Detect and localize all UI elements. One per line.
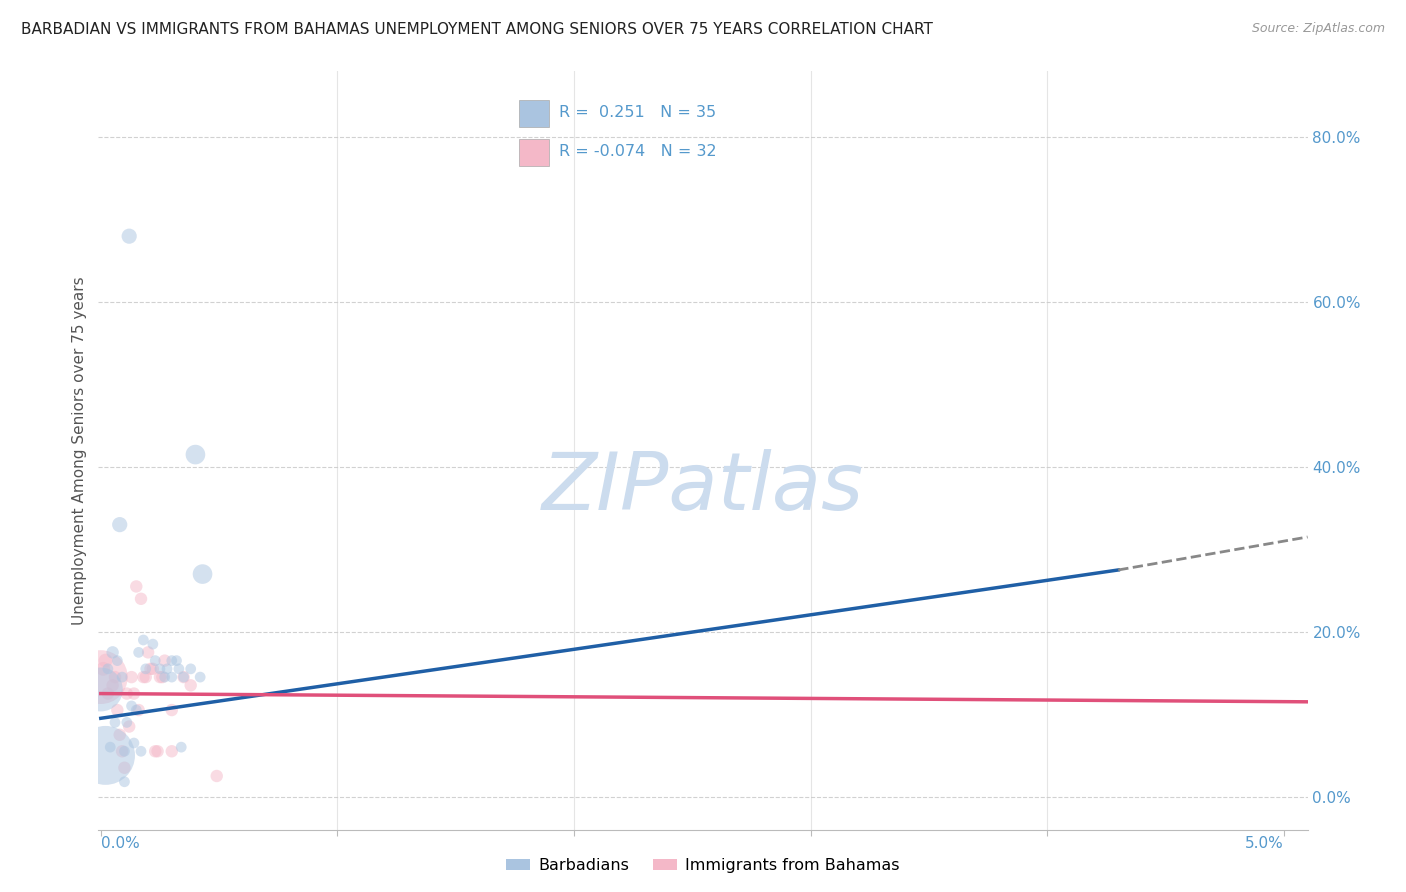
Point <box>167 662 190 676</box>
Point <box>139 662 162 676</box>
Text: Source: ZipAtlas.com: Source: ZipAtlas.com <box>1251 22 1385 36</box>
Point <box>143 744 166 758</box>
Point <box>173 670 195 684</box>
Text: R =  0.251   N = 35: R = 0.251 N = 35 <box>558 105 716 120</box>
Point <box>90 670 112 684</box>
Point <box>118 720 141 734</box>
Point <box>149 662 172 676</box>
Point <box>114 761 136 775</box>
Point <box>101 645 124 659</box>
Text: BARBADIAN VS IMMIGRANTS FROM BAHAMAS UNEMPLOYMENT AMONG SENIORS OVER 75 YEARS CO: BARBADIAN VS IMMIGRANTS FROM BAHAMAS UNE… <box>21 22 934 37</box>
Point <box>128 703 150 717</box>
Point <box>156 662 179 676</box>
Point <box>118 229 141 244</box>
Point <box>191 567 214 582</box>
Point <box>91 662 114 676</box>
Point <box>114 744 136 758</box>
Point <box>121 698 143 713</box>
Point <box>98 740 121 755</box>
Point <box>121 670 143 684</box>
Point <box>143 654 166 668</box>
Point <box>111 670 134 684</box>
Point <box>97 687 120 701</box>
Point <box>94 748 117 763</box>
Point <box>122 687 145 701</box>
Point <box>150 670 173 684</box>
Legend: Barbadians, Immigrants from Bahamas: Barbadians, Immigrants from Bahamas <box>501 852 905 880</box>
Point <box>90 682 112 697</box>
Text: ZIPatlas: ZIPatlas <box>541 450 865 527</box>
Point <box>108 517 131 532</box>
Point <box>115 687 138 701</box>
Point <box>132 670 155 684</box>
Point <box>97 662 120 676</box>
Point <box>101 678 124 692</box>
Point <box>160 654 183 668</box>
Point <box>146 744 169 758</box>
Point <box>135 670 157 684</box>
Bar <box>519 100 550 127</box>
Point <box>132 633 155 648</box>
Point <box>128 645 150 659</box>
Point <box>122 736 145 750</box>
Point <box>160 670 183 684</box>
Point <box>104 715 127 730</box>
Point <box>125 579 148 593</box>
Text: R = -0.074   N = 32: R = -0.074 N = 32 <box>558 145 717 159</box>
Point <box>114 774 136 789</box>
Point <box>160 703 183 717</box>
Point <box>129 591 152 606</box>
Point <box>188 670 211 684</box>
Point <box>166 654 188 668</box>
Point <box>105 703 128 717</box>
Point <box>149 670 172 684</box>
Point <box>142 662 165 676</box>
Point <box>94 654 117 668</box>
Point <box>108 728 131 742</box>
Point <box>136 645 159 659</box>
Point <box>170 740 193 755</box>
Point <box>135 662 157 676</box>
Point <box>173 670 195 684</box>
Point <box>104 670 127 684</box>
Point <box>180 678 202 692</box>
Bar <box>519 139 550 166</box>
Point <box>142 637 165 651</box>
Text: 0.0%: 0.0% <box>101 836 139 851</box>
Point <box>184 448 207 462</box>
Point <box>105 654 128 668</box>
Point <box>160 744 183 758</box>
Point <box>180 662 202 676</box>
Point <box>129 744 152 758</box>
Point <box>205 769 228 783</box>
Point <box>125 703 148 717</box>
Text: 5.0%: 5.0% <box>1246 836 1284 851</box>
Point <box>153 670 176 684</box>
Point <box>111 744 134 758</box>
Y-axis label: Unemployment Among Seniors over 75 years: Unemployment Among Seniors over 75 years <box>72 277 87 624</box>
Point <box>153 654 176 668</box>
Point <box>115 715 138 730</box>
